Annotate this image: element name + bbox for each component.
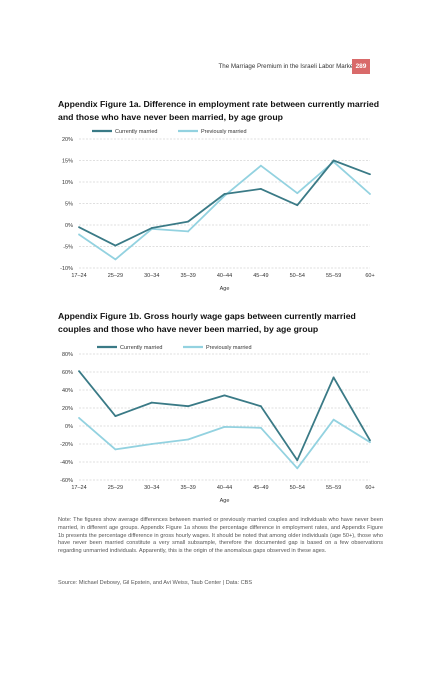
figure-1a-title: Appendix Figure 1a. Difference in employ…	[58, 99, 380, 122]
x-tick-label: 45–49	[253, 485, 268, 491]
data-point	[150, 401, 153, 404]
figure-1b-title: Appendix Figure 1b. Gross hourly wage ga…	[58, 311, 356, 334]
data-point	[296, 192, 299, 195]
data-point	[78, 226, 80, 229]
data-point	[332, 159, 335, 162]
data-point	[78, 417, 80, 419]
x-tick-label: 55–59	[326, 273, 341, 279]
x-tick-label: 55–59	[326, 485, 341, 491]
data-point	[150, 227, 153, 229]
data-point	[187, 220, 190, 223]
data-point	[223, 426, 226, 428]
data-point	[259, 405, 262, 408]
x-tick-label: 50–54	[290, 273, 305, 279]
y-tick-label: 0%	[65, 223, 73, 229]
data-point	[369, 439, 371, 442]
y-tick-label: 10%	[62, 180, 73, 186]
data-point	[369, 193, 371, 195]
data-point	[114, 258, 117, 261]
y-tick-label: -10%	[60, 266, 73, 272]
x-axis-label: Age	[220, 286, 230, 292]
data-point	[187, 405, 190, 408]
x-tick-label: 25–29	[108, 485, 123, 491]
y-tick-label: -60%	[60, 478, 73, 484]
series-line	[78, 417, 371, 470]
data-point	[369, 173, 371, 176]
data-point	[187, 438, 190, 441]
data-point	[369, 441, 371, 444]
x-tick-label: 17–24	[71, 485, 86, 491]
data-point	[114, 448, 117, 451]
figure-note: Note: The figures show average differenc…	[58, 517, 383, 555]
data-point	[259, 187, 262, 190]
data-point	[114, 415, 117, 417]
y-tick-label: -5%	[63, 245, 73, 251]
x-axis-label: Age	[220, 498, 230, 504]
data-point	[223, 394, 226, 397]
series-line	[78, 370, 371, 462]
data-point	[78, 370, 80, 372]
x-tick-label: 30–34	[144, 485, 159, 491]
x-tick-label: 25–29	[108, 273, 123, 279]
x-tick-label: 35–39	[180, 485, 195, 491]
page-number-badge: 289	[352, 59, 370, 74]
data-point	[332, 376, 335, 379]
x-tick-label: 60+	[365, 485, 374, 491]
y-tick-label: -40%	[60, 460, 73, 466]
y-tick-label: 20%	[62, 406, 73, 412]
legend-label: Previously married	[206, 345, 252, 351]
data-point	[259, 164, 262, 167]
x-tick-label: 35–39	[180, 273, 195, 279]
data-point	[114, 244, 117, 247]
y-tick-label: 60%	[62, 370, 73, 376]
data-point	[78, 233, 80, 236]
x-tick-label: 45–49	[253, 273, 268, 279]
data-point	[259, 426, 262, 429]
data-point	[296, 459, 299, 462]
y-tick-label: 15%	[62, 159, 73, 165]
y-tick-label: 20%	[62, 137, 73, 143]
data-point	[332, 418, 335, 421]
legend-label: Currently married	[115, 129, 157, 135]
x-tick-label: 60+	[365, 273, 374, 279]
x-tick-label: 40–44	[217, 273, 232, 279]
data-point	[150, 443, 153, 445]
x-tick-label: 30–34	[144, 273, 159, 279]
data-point	[187, 230, 190, 233]
x-tick-label: 17–24	[71, 273, 86, 279]
legend-label: Previously married	[201, 129, 247, 135]
y-tick-label: 80%	[62, 352, 73, 358]
y-tick-label: 40%	[62, 388, 73, 394]
data-point	[296, 467, 299, 470]
running-title: The Marriage Premium in the Israeli Labo…	[218, 63, 355, 70]
figure-source: Source: Michael Debowy, Gil Epstein, and…	[58, 580, 253, 586]
y-tick-label: -20%	[60, 442, 73, 448]
figure-1a-chart: -10% -5% 0% 5% 10% 15% 20% 17–24 25–29 30–34 35–39…	[60, 129, 375, 292]
figure-1b-chart: -60% -40% -20% 0% 20% 40% 60% 80% 17–24 25–29 30–3…	[60, 345, 375, 504]
data-point	[296, 204, 299, 207]
x-tick-label: 50–54	[290, 485, 305, 491]
y-tick-label: 5%	[65, 202, 73, 208]
legend-label: Currently married	[120, 345, 162, 351]
x-tick-label: 40–44	[217, 485, 232, 491]
y-tick-label: 0%	[65, 424, 73, 430]
data-point	[223, 193, 226, 195]
